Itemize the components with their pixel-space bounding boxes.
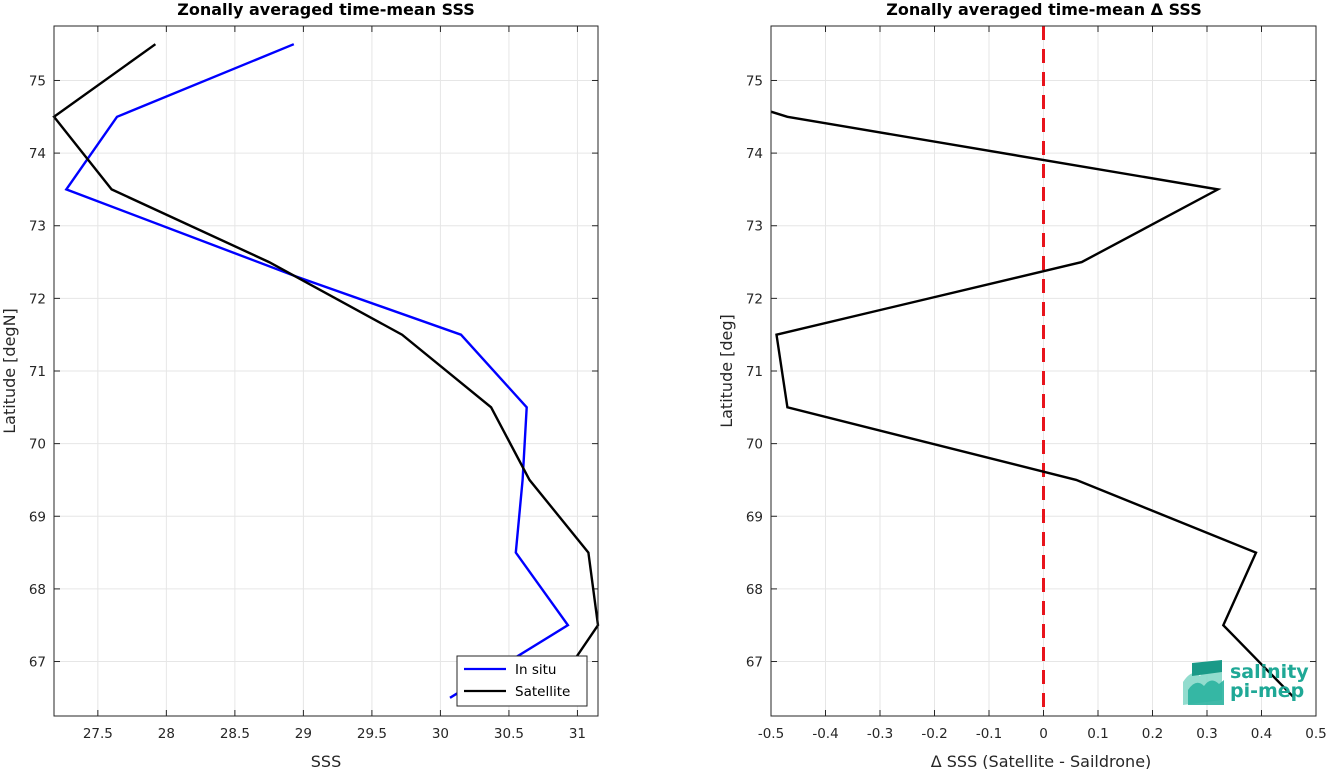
delta-x-tick-label: -0.5 — [758, 726, 784, 742]
delta-x-tick-label: 0.5 — [1305, 726, 1326, 742]
delta-x-tick-label: 0.1 — [1087, 726, 1108, 742]
legend-in-situ-label: In situ — [515, 662, 556, 678]
delta-chart-title: Zonally averaged time-mean Δ SSS — [886, 0, 1202, 19]
delta-y-tick-label: 67 — [746, 655, 763, 671]
delta-sss-panel: -0.5 -0.4 -0.3 -0.2 -0.1 0 0.1 0.2 0.3 0.4 0.5 67 68… — [717, 0, 1327, 769]
delta-x-tick-label: -0.3 — [867, 726, 893, 742]
delta-series — [770, 110, 1296, 699]
delta-y-tick-label: 69 — [746, 509, 763, 525]
sss-y-tick-label: 74 — [29, 146, 46, 162]
sss-y-tick-label: 69 — [29, 509, 46, 525]
sss-grid — [54, 26, 598, 716]
delta-x-tick-label: 0.3 — [1196, 726, 1217, 742]
delta-y-tick-label: 72 — [746, 291, 763, 307]
sss-x-tick-label: 30 — [432, 726, 449, 742]
sss-x-tick-label: 29 — [295, 726, 312, 742]
delta-x-tick-label: -0.1 — [976, 726, 1002, 742]
delta-y-tick-label: 71 — [746, 364, 763, 380]
delta-x-tick-label: -0.2 — [921, 726, 947, 742]
delta-y-tick-label: 70 — [746, 437, 763, 453]
logo-text-pi-mep: pi-mep — [1230, 680, 1304, 702]
sss-y-tick-label: 75 — [29, 73, 46, 89]
sss-y-tick-label: 68 — [29, 582, 46, 598]
delta-y-tick-label: 75 — [746, 73, 763, 89]
delta-x-tick-label: 0.2 — [1142, 726, 1163, 742]
delta-ticks: -0.5 -0.4 -0.3 -0.2 -0.1 0 0.1 0.2 0.3 0.4 0.5 67 68… — [746, 26, 1327, 742]
sss-y-tick-label: 72 — [29, 291, 46, 307]
sss-x-tick-label: 30.5 — [494, 726, 524, 742]
sss-x-axis-label: SSS — [311, 752, 341, 769]
sss-x-tick-label: 28.5 — [220, 726, 250, 742]
delta-x-tick-label: 0 — [1039, 726, 1048, 742]
legend-box — [456, 655, 588, 707]
delta-x-tick-label: -0.4 — [812, 726, 838, 742]
delta-y-tick-label: 74 — [746, 146, 763, 162]
sss-series-line-in-situ — [64, 43, 570, 699]
sss-y-tick-label: 73 — [29, 219, 46, 235]
delta-y-tick-label: 73 — [746, 219, 763, 235]
sss-plot-frame — [53, 25, 599, 717]
sss-chart-title: Zonally averaged time-mean SSS — [177, 0, 475, 19]
sss-y-tick-label: 70 — [29, 437, 46, 453]
delta-y-axis-label: Latitude [deg] — [717, 314, 736, 428]
delta-series-line-delta — [770, 110, 1296, 699]
sss-x-tick-label: 28 — [158, 726, 175, 742]
sss-series — [52, 43, 600, 699]
delta-x-tick-label: 0.4 — [1251, 726, 1272, 742]
wave-icon — [1183, 660, 1224, 705]
delta-plot-frame — [770, 25, 1317, 717]
legend-satellite-label: Satellite — [515, 684, 570, 700]
sss-y-tick-label: 71 — [29, 364, 46, 380]
sss-x-tick-label: 29.5 — [357, 726, 387, 742]
sss-y-tick-label: 67 — [29, 655, 46, 671]
salinity-pi-mep-logo: salinity pi-mep — [1183, 660, 1309, 705]
sss-x-tick-label: 27.5 — [83, 726, 113, 742]
sss-series-line-satellite — [52, 43, 600, 663]
sss-ticks: 27.5 28 28.5 29 29.5 30 30.5 31 67 68 69 70 71 72 73 74… — [29, 26, 598, 742]
logo-text-salinity: salinity — [1230, 661, 1309, 683]
sss-x-tick-label: 31 — [569, 726, 586, 742]
sss-panel: 27.5 28 28.5 29 29.5 30 30.5 31 67 68 69 70 71 72 73 74… — [0, 0, 600, 769]
sss-y-axis-label: Latitude [degN] — [0, 308, 19, 434]
delta-x-axis-label: Δ SSS (Satellite - Saildrone) — [931, 752, 1152, 769]
sss-legend: In situ Satellite — [456, 655, 588, 707]
delta-y-tick-label: 68 — [746, 582, 763, 598]
